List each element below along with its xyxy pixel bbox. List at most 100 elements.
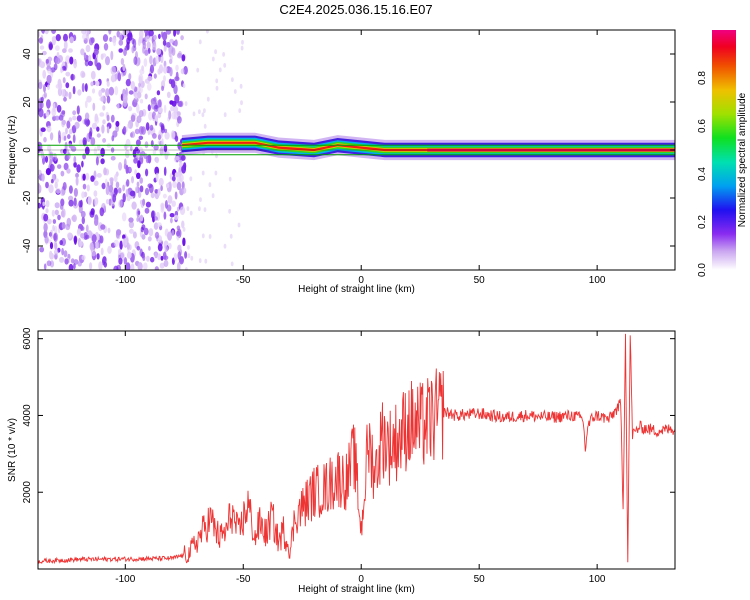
noise-blob — [66, 120, 71, 129]
noise-blob — [93, 180, 99, 186]
noise-blob — [98, 261, 103, 270]
noise-blob — [43, 136, 47, 143]
noise-blob — [52, 36, 56, 46]
noise-blob — [152, 133, 157, 139]
noise-blob — [76, 115, 82, 122]
noise-blob — [72, 115, 77, 121]
colorbar-tick-label: 0.6 — [697, 119, 708, 133]
noise-blob — [173, 30, 177, 37]
noise-blob — [45, 168, 52, 176]
noise-blob — [42, 50, 47, 56]
noise-blob — [173, 111, 178, 120]
noise-blob — [65, 91, 69, 97]
noise-blob — [117, 248, 122, 256]
noise-blob — [145, 35, 150, 42]
noise-blob — [44, 235, 49, 244]
noise-blob — [136, 172, 141, 179]
noise-blob — [187, 245, 190, 250]
noise-blob — [166, 91, 171, 99]
noise-blob — [40, 127, 46, 132]
spectrogram-panel: -100 -50 0 50 100 -40 -20 0 20 40 Height of straig… — [7, 29, 676, 295]
noise-blob — [157, 188, 161, 196]
noise-blob — [50, 179, 54, 184]
noise-blob — [178, 100, 184, 108]
noise-blob — [176, 181, 182, 191]
noise-blob — [150, 192, 155, 199]
noise-blob — [90, 208, 95, 216]
noise-blob — [163, 166, 167, 176]
noise-blob — [125, 78, 131, 87]
noise-blob — [53, 232, 59, 242]
noise-blob — [73, 263, 76, 270]
noise-blob — [173, 84, 178, 95]
noise-blob — [157, 235, 163, 243]
noise-blob — [132, 149, 137, 158]
noise-blob — [73, 235, 78, 244]
noise-blob — [114, 86, 119, 96]
spectrogram-content — [38, 30, 675, 270]
noise-blob — [102, 105, 106, 111]
noise-blob — [93, 147, 98, 156]
noise-blob — [144, 93, 148, 100]
noise-blob — [95, 241, 100, 249]
noise-blob — [190, 255, 194, 261]
noise-blob — [57, 87, 63, 97]
noise-blob — [81, 160, 84, 168]
noise-blob — [141, 224, 146, 231]
noise-blob — [148, 228, 154, 237]
noise-blob — [150, 256, 155, 263]
y-axis-label: SNR (10 * v/v) — [7, 418, 18, 482]
noise-blob — [108, 86, 115, 96]
noise-blob — [115, 181, 120, 189]
y-tick-label: 4000 — [22, 404, 33, 427]
noise-blob — [81, 30, 87, 35]
noise-blob — [82, 137, 87, 146]
noise-blob — [223, 63, 227, 68]
noise-blob — [58, 134, 62, 144]
noise-blob — [158, 107, 163, 114]
noise-blob — [180, 68, 185, 75]
noise-blob — [103, 167, 107, 176]
noise-blob — [170, 130, 176, 140]
noise-blob — [168, 110, 172, 120]
noise-blob — [118, 39, 124, 46]
noise-blob — [145, 122, 150, 131]
noise-blob — [106, 126, 110, 134]
noise-blob — [45, 111, 50, 117]
noise-blob — [45, 208, 49, 214]
noise-blob — [180, 35, 184, 41]
snr-content — [38, 333, 675, 565]
noise-blob — [61, 65, 67, 71]
noise-blob — [87, 196, 92, 206]
noise-blob — [160, 255, 164, 261]
noise-blob — [148, 111, 153, 121]
snr-panel: -100 -50 0 50 100 2000 4000 6000 Height of strai… — [7, 327, 676, 595]
noise-blob — [90, 81, 94, 87]
noise-blob — [55, 34, 61, 42]
noise-blob — [86, 184, 90, 192]
noise-blob — [160, 185, 163, 192]
noise-blob — [52, 102, 56, 113]
noise-blob — [169, 38, 174, 44]
noise-blob — [174, 155, 180, 161]
noise-blob — [176, 52, 183, 59]
noise-blob — [120, 58, 125, 65]
colorbar-tick-label: 0.0 — [697, 263, 708, 277]
noise-blob — [47, 84, 50, 91]
noise-blob — [109, 37, 113, 42]
noise-blob — [203, 123, 207, 129]
x-tick-label: 50 — [474, 275, 486, 286]
noise-blob — [133, 157, 138, 164]
noise-blob — [156, 48, 162, 56]
x-tick-label: -50 — [236, 275, 251, 286]
noise-blob — [81, 82, 85, 93]
noise-blob — [61, 119, 66, 126]
noise-blob — [60, 189, 66, 197]
noise-blob — [101, 124, 105, 134]
noise-blob — [169, 100, 174, 105]
noise-blob — [118, 257, 123, 265]
noise-blob — [93, 197, 99, 206]
noise-blob — [71, 214, 77, 223]
noise-blob — [108, 185, 114, 193]
noise-blob — [154, 166, 160, 175]
